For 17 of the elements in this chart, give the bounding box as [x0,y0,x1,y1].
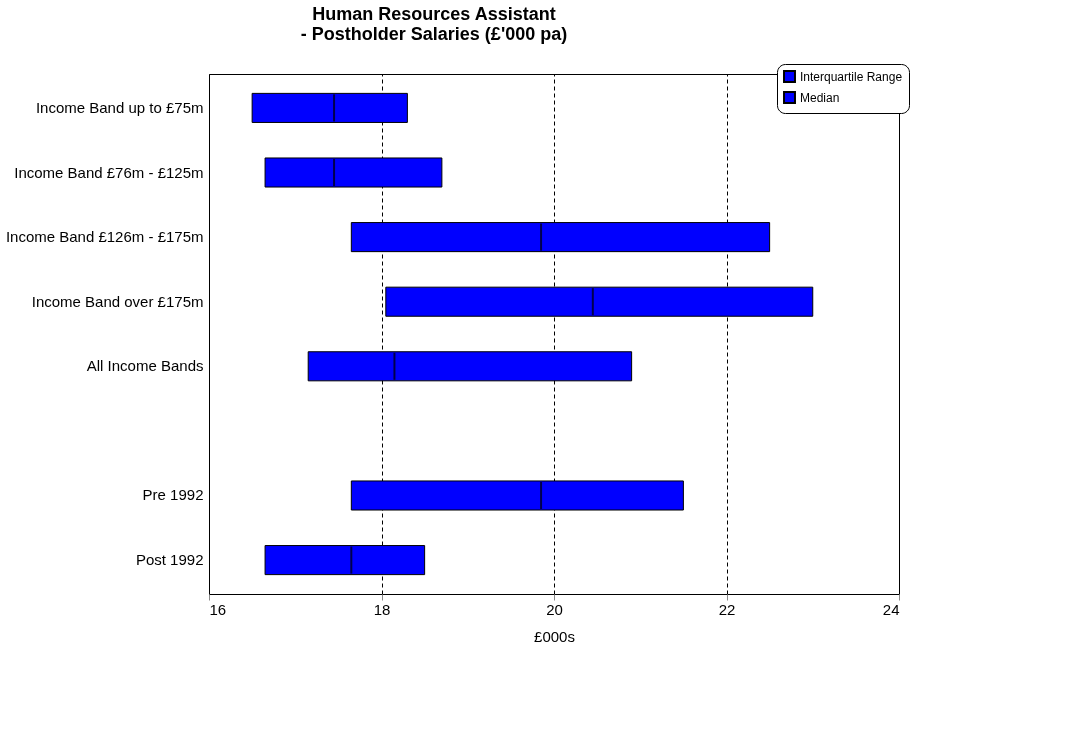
legend-label: Interquartile Range [800,69,903,84]
x-tick-label: 22 [718,600,736,618]
y-tick-label: Income Band over £175m [31,292,204,310]
y-tick-label: Post 1992 [135,551,204,569]
x-tick-label: 20 [546,600,563,618]
text: Human Resources Assistant [312,3,556,24]
y-tick-label: Income Band £126m - £175m [5,228,204,246]
y-tick-label: Pre 1992 [142,486,204,504]
y-tick-label: All Income Bands [86,357,204,375]
y-tick-label: Income Band £76m - £125m [14,163,204,181]
x-axis-title: £000s [534,627,575,645]
annotation: Median [800,90,840,105]
x-tick-label: 18 [373,600,391,618]
x-tick-label: 24 [882,600,900,618]
x-tick-label: 16 [209,600,227,618]
y-tick-label: Income Band up to £75m [35,98,204,116]
text: - Postholder Salaries (£'000 pa) [300,23,568,44]
